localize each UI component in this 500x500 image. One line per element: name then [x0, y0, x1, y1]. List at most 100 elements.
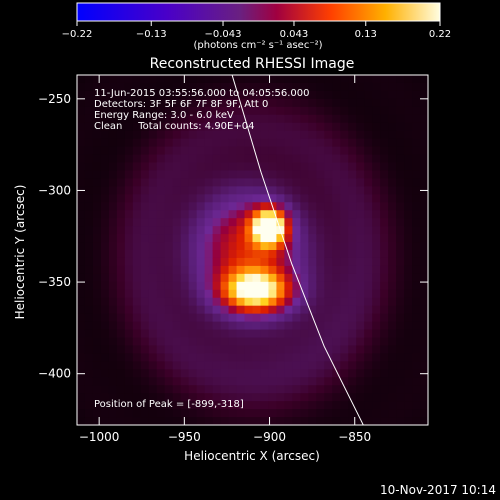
heatmap-cell	[100, 82, 110, 92]
heatmap-cell	[332, 297, 341, 307]
heatmap-cell	[220, 178, 230, 187]
heatmap-cell	[316, 273, 325, 283]
heatmap-cell	[148, 401, 158, 410]
heatmap-cell	[284, 393, 293, 402]
heatmap-cell	[124, 257, 134, 267]
heatmap-cell	[100, 393, 110, 402]
heatmap-cell	[100, 281, 110, 291]
heatmap-cell	[84, 226, 94, 235]
heatmap-cell	[404, 385, 413, 394]
heatmap-cell	[84, 75, 94, 84]
heatmap-cell	[188, 313, 198, 323]
heatmap-cell	[292, 345, 301, 354]
heatmap-cell	[332, 329, 341, 339]
heatmap-cell	[420, 409, 428, 418]
heatmap-cell	[132, 313, 142, 323]
heatmap-cell	[420, 265, 428, 275]
heatmap-cell	[380, 122, 389, 132]
heatmap-cell	[268, 401, 278, 410]
heatmap-cell	[244, 186, 254, 195]
heatmap-cell	[276, 393, 286, 402]
heatmap-cell	[180, 170, 190, 179]
heatmap-cell	[156, 75, 166, 84]
heatmap-cell	[260, 361, 270, 370]
heatmap-cell	[244, 202, 254, 211]
heatmap-cell	[332, 162, 341, 172]
heatmap-cell	[412, 329, 421, 339]
heatmap-cell	[292, 257, 301, 267]
heatmap-cell	[292, 289, 301, 299]
heatmap-cell	[324, 313, 333, 323]
heatmap-cell	[268, 130, 278, 140]
heatmap-cell	[220, 114, 230, 124]
heatmap-cell	[316, 122, 325, 132]
heatmap-cell	[324, 345, 333, 354]
heatmap-cell	[132, 186, 142, 195]
heatmap-cell	[340, 305, 349, 315]
heatmap-cell	[77, 377, 86, 386]
heatmap-cell	[236, 393, 246, 402]
heatmap-cell	[100, 122, 110, 132]
heatmap-cell	[148, 114, 158, 124]
heatmap-cell	[172, 393, 182, 402]
heatmap-cell	[108, 202, 118, 211]
heatmap-cell	[284, 194, 293, 203]
heatmap-cell	[292, 337, 301, 347]
heatmap-cell	[84, 385, 94, 394]
heatmap-cell	[148, 265, 158, 275]
heatmap-cell	[268, 417, 278, 425]
heatmap-cell	[388, 154, 397, 164]
heatmap-cell	[396, 329, 405, 339]
heatmap-cell	[156, 377, 166, 386]
heatmap-cell	[164, 202, 174, 211]
heatmap-cell	[380, 194, 389, 203]
heatmap-cell	[332, 250, 341, 259]
heatmap-cell	[220, 273, 230, 283]
heatmap-cell	[180, 265, 190, 275]
heatmap-cell	[228, 242, 238, 251]
heatmap-cell	[220, 82, 230, 92]
heatmap-cell	[372, 218, 381, 227]
heatmap-cell	[340, 106, 349, 116]
heatmap-cell	[180, 226, 190, 235]
heatmap-cell	[180, 401, 190, 410]
heatmap-cell	[108, 162, 118, 172]
heatmap-cell	[348, 353, 357, 362]
heatmap-cell	[396, 162, 405, 172]
heatmap-cell	[148, 385, 158, 394]
heatmap-cell	[196, 337, 206, 347]
heatmap-cell	[404, 170, 413, 179]
heatmap-cell	[252, 369, 262, 378]
heatmap-cell	[100, 146, 110, 156]
heatmap-cell	[220, 218, 230, 227]
heatmap-cell	[404, 417, 413, 425]
heatmap-cell	[196, 75, 206, 84]
heatmap-cell	[116, 369, 126, 378]
heatmap-cell	[140, 218, 150, 227]
heatmap-cell	[388, 337, 397, 347]
heatmap-cell	[340, 265, 349, 275]
heatmap-cell	[212, 393, 222, 402]
heatmap-cell	[420, 75, 428, 84]
heatmap-cell	[220, 106, 230, 116]
heatmap-cell	[108, 321, 118, 331]
heatmap-cell	[276, 90, 286, 100]
heatmap-cell	[228, 329, 238, 339]
heatmap-cell	[300, 154, 309, 164]
heatmap-cell	[164, 250, 174, 259]
heatmap-cell	[236, 377, 246, 386]
heatmap-cell	[308, 393, 317, 402]
heatmap-cell	[324, 385, 333, 394]
heatmap-cell	[420, 361, 428, 370]
heatmap-cell	[388, 417, 397, 425]
heatmap-cell	[100, 377, 110, 386]
heatmap-cell	[244, 178, 254, 187]
heatmap-cell	[260, 321, 270, 331]
heatmap-cell	[164, 170, 174, 179]
heatmap-cell	[252, 281, 262, 291]
heatmap-cell	[276, 130, 286, 140]
heatmap-cell	[77, 409, 86, 418]
heatmap-cell	[412, 106, 421, 116]
heatmap-cell	[308, 345, 317, 354]
heatmap-cell	[228, 114, 238, 124]
